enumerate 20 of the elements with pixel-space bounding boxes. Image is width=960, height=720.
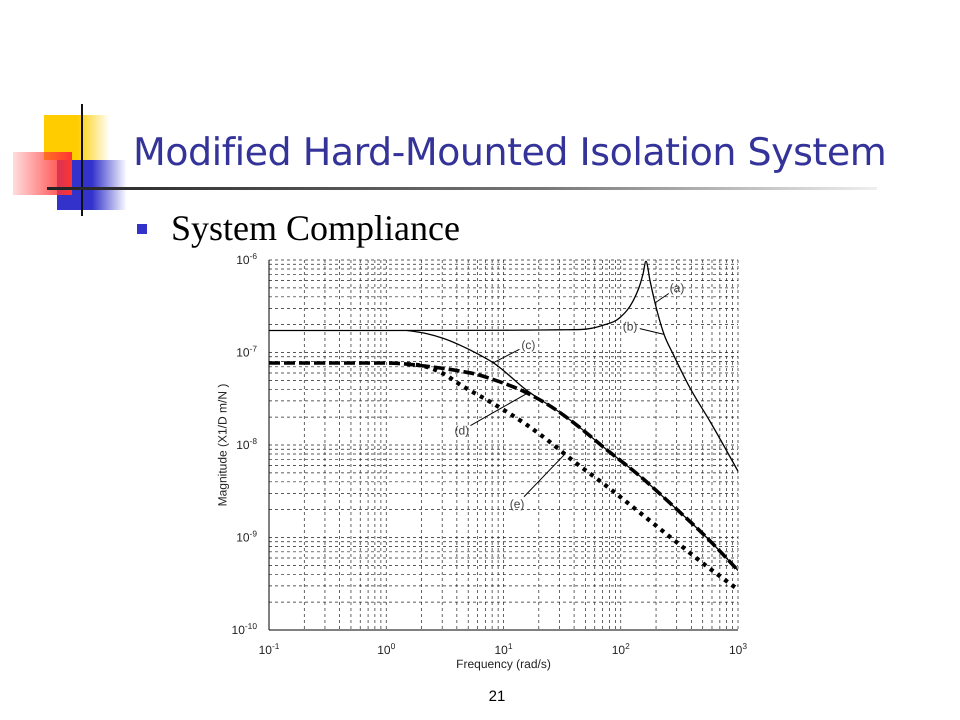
x-axis-title: Frequency (rad/s) [456, 657, 551, 671]
annotation: (a) [670, 280, 684, 295]
text: 21 [488, 688, 506, 705]
x-tick-label: 10$^{-1}$ [258, 641, 280, 657]
annotation: (c) [521, 338, 536, 352]
chart-subtitle: System Compliance [171, 208, 460, 248]
x-tick-label: 10$^{0}$ [377, 641, 396, 657]
annotation: (e) [510, 496, 524, 511]
x-tick-label: 10$^{3}$ [728, 641, 748, 657]
annotation: (d) [454, 424, 470, 438]
x-tick-label: 10$^{2}$ [612, 641, 630, 657]
y-tick-label: 10$^{-6}$ [236, 251, 258, 267]
annotation: (b) [622, 319, 638, 334]
y-tick-label: 10$^{-9}$ [236, 528, 258, 544]
y-tick-label: 10$^{-7}$ [236, 344, 258, 360]
x-tick-label: 10$^{1}$ [494, 641, 513, 657]
y-tick-label: 10$^{-10}$ [232, 621, 258, 637]
y-axis-title: Magnitude (X1/D m/N ) [215, 384, 230, 506]
y-tick-label: 10$^{-8}$ [236, 436, 258, 452]
chart-title: Modified Hard-Mounted Isolation System [133, 129, 886, 175]
